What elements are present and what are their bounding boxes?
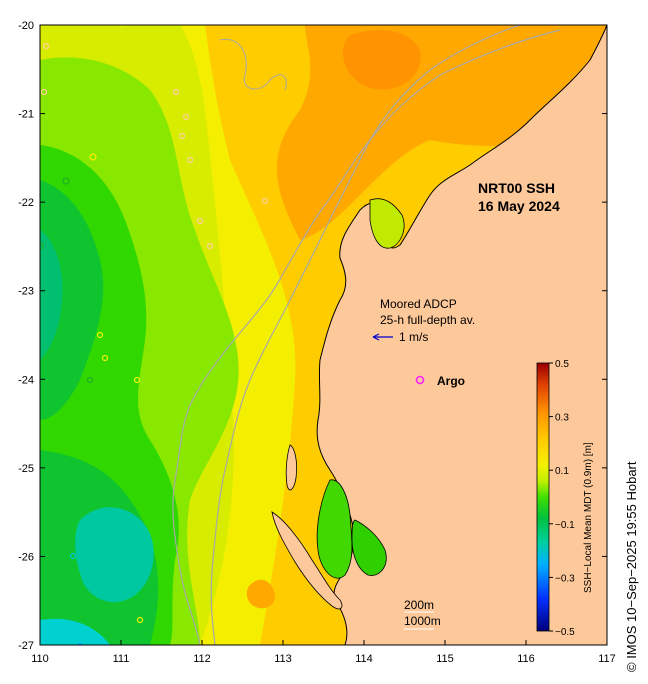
- plot-frame: [39, 24, 608, 646]
- shark-bay-east: [351, 519, 387, 576]
- dorre-island: [285, 444, 298, 491]
- isobath-200m-label: 200m: [404, 598, 434, 612]
- lat-tick-label: -23: [18, 286, 34, 298]
- argo-float-marker: [119, 25, 125, 28]
- latitude-axis: -20 -21 -22 -23 -24 -25 -26 -27: [18, 20, 607, 652]
- ssh-contour-green-mid: [40, 180, 104, 420]
- argo-float-marker: [69, 552, 77, 560]
- argo-float-markers: [40, 25, 337, 645]
- lat-tick-label: -27: [18, 640, 34, 652]
- ssh-contour-teal-south: [75, 507, 154, 603]
- isobath-shelf-break: [219, 38, 287, 91]
- argo-float-marker: [89, 153, 97, 161]
- lon-tick-label: 113: [274, 653, 292, 665]
- isobath-1000m-label: 1000m: [404, 614, 441, 628]
- lon-tick-label: 115: [436, 653, 454, 665]
- adcp-legend-line2: 25-h full-depth av.: [380, 313, 475, 327]
- argo-float-marker: [196, 217, 204, 225]
- ssh-contour-orange-dark: [342, 30, 421, 90]
- lon-tick-label: 111: [113, 653, 130, 665]
- velocity-scale-arrow: [372, 333, 393, 341]
- argo-float-marker: [40, 88, 48, 96]
- argo-float-marker: [331, 25, 337, 28]
- colorbar-tick-label: 0.3: [555, 413, 569, 424]
- isobath-200m: [172, 29, 561, 645]
- argo-float-marker: [133, 376, 141, 384]
- argo-float-marker: [77, 642, 83, 645]
- argo-legend-label: Argo: [437, 374, 465, 388]
- argo-float-marker: [101, 354, 109, 362]
- argo-float-marker: [62, 177, 70, 185]
- lat-tick-label: -25: [18, 463, 34, 475]
- argo-float-marker: [96, 331, 104, 339]
- map-title-line1: NRT00 SSH: [478, 180, 555, 196]
- velocity-scale-label: 1 m/s: [399, 330, 428, 344]
- lon-tick-label: 114: [355, 653, 373, 665]
- credit-text: © IMOS 10−Sep−2025 19:55 Hobart: [624, 461, 639, 673]
- argo-float-marker: [42, 42, 50, 50]
- lon-tick-label: 117: [598, 653, 616, 665]
- dirk-hartog-island: [271, 511, 343, 610]
- argo-float-marker: [261, 197, 269, 205]
- colorbar: [536, 362, 550, 632]
- ssh-contour-teal-core: [40, 230, 63, 360]
- argo-float-marker: [172, 88, 180, 96]
- exmouth-gulf: [369, 198, 405, 249]
- argo-float-marker: [136, 616, 144, 624]
- longitude-axis: 110 111 112 113 114 115 116 117: [31, 640, 616, 665]
- lon-tick-label: 112: [193, 653, 211, 665]
- lat-tick-label: -26: [18, 551, 34, 563]
- peron-peninsula: [316, 479, 353, 579]
- argo-float-marker: [182, 113, 190, 121]
- colorbar-label: SSH−Local Mean MDT (0.9m) [m]: [583, 442, 594, 593]
- ssh-field: [40, 25, 607, 645]
- ssh-contour-cyan: [40, 618, 110, 645]
- lon-tick-label: 116: [517, 653, 535, 665]
- argo-legend-marker: [415, 375, 425, 385]
- argo-float-marker: [86, 376, 94, 384]
- map-title-line2: 16 May 2024: [478, 198, 560, 214]
- colorbar-tick-label: −0.1: [555, 520, 575, 531]
- adcp-legend-line1: Moored ADCP: [380, 297, 457, 311]
- lat-tick-label: -21: [18, 109, 34, 121]
- argo-float-marker: [206, 242, 214, 250]
- argo-float-marker: [40, 242, 44, 250]
- lon-tick-label: 110: [31, 653, 49, 665]
- argo-float-marker: [178, 132, 186, 140]
- lat-tick-label: -24: [18, 374, 34, 386]
- colorbar-tick-label: −0.5: [555, 627, 575, 638]
- argo-float-marker: [186, 156, 194, 164]
- ssh-contour-orange-south: [246, 579, 276, 609]
- lat-tick-label: -20: [18, 20, 34, 32]
- colorbar-tick-label: 0.1: [555, 466, 569, 477]
- isobath-1000m: [210, 25, 521, 645]
- colorbar-ticks: 0.5 0.3 0.1 −0.1 −0.3 −0.5: [549, 359, 575, 638]
- colorbar-tick-label: −0.3: [555, 573, 575, 584]
- lat-tick-label: -22: [18, 197, 34, 209]
- colorbar-tick-label: 0.5: [555, 359, 569, 370]
